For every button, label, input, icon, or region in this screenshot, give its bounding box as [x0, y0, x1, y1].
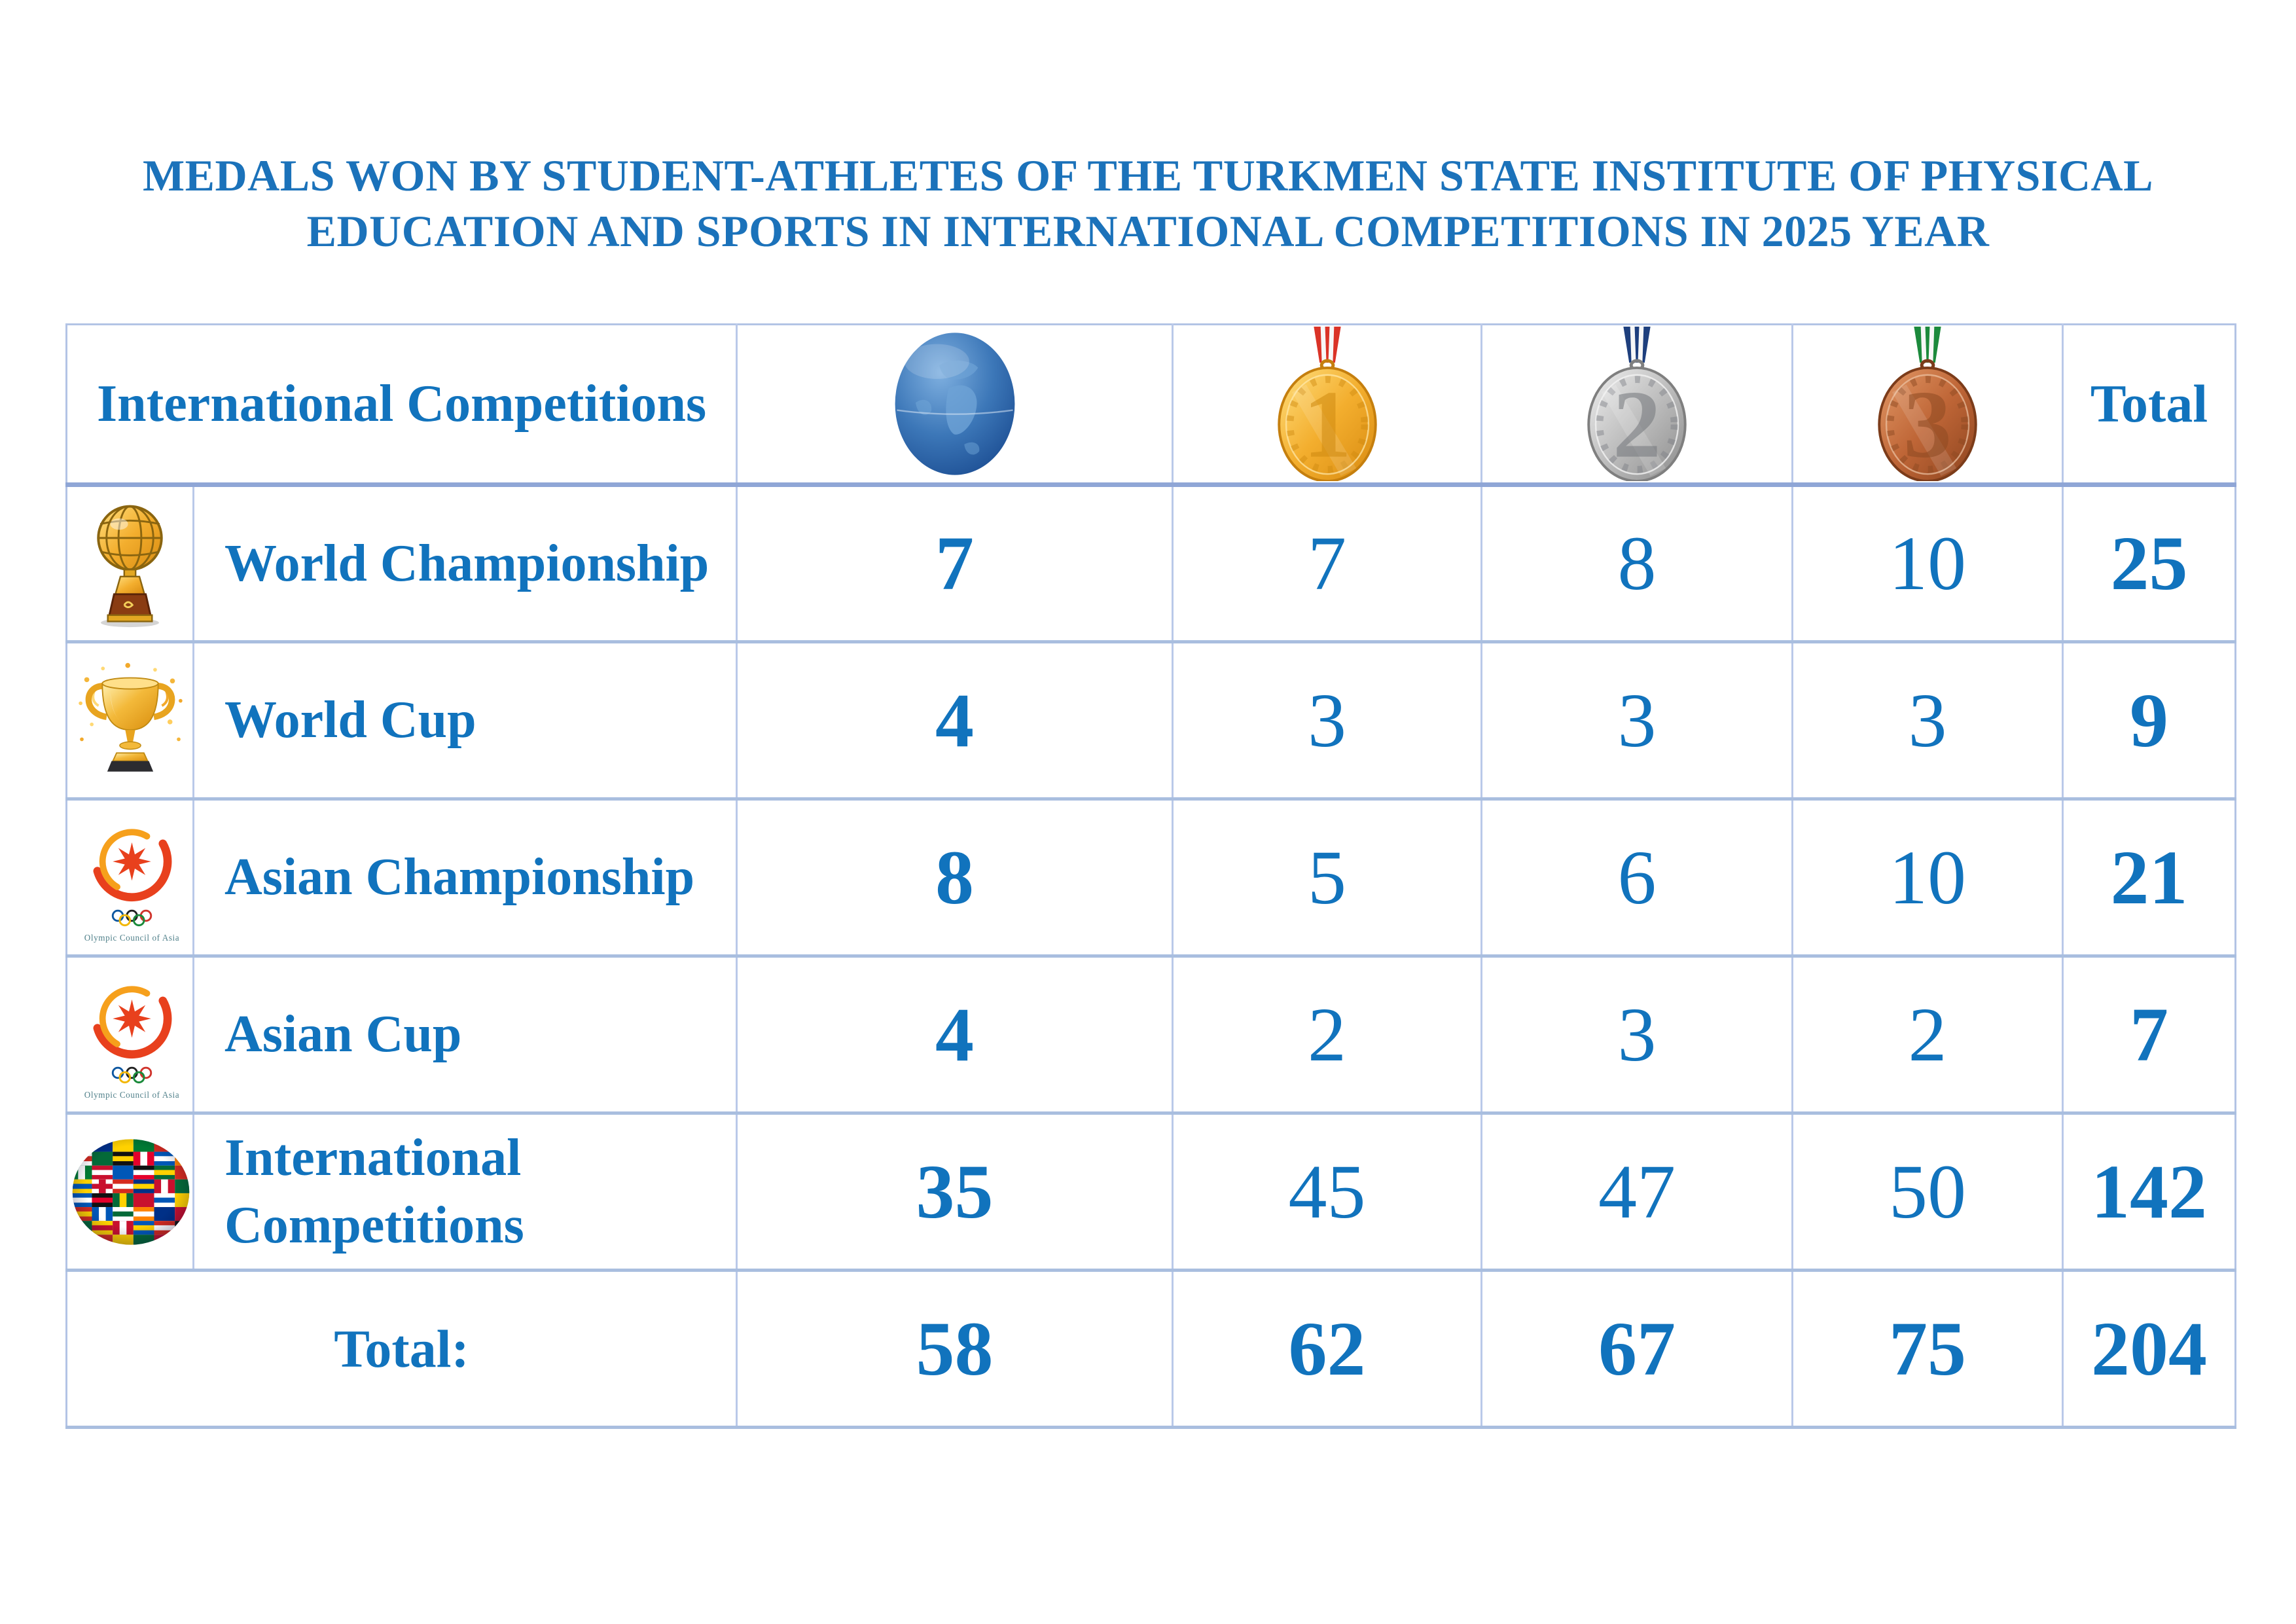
competitions-count-cell: 4 — [736, 641, 1174, 801]
silver-count-cell: 6 — [1481, 799, 1794, 958]
competitions-count-cell: 35 — [736, 1113, 1174, 1272]
total-count-cell: 7 — [2062, 956, 2236, 1115]
gold-total-cell: 62 — [1172, 1270, 1483, 1428]
silver-count-cell: 3 — [1481, 641, 1794, 801]
header-gold-cell: 1 — [1172, 324, 1483, 487]
header-total-cell: Total — [2062, 324, 2236, 487]
header-globe-cell — [736, 324, 1174, 487]
competitions-total-cell: 58 — [736, 1270, 1174, 1428]
asian-games-oca-logo-icon: Olympic Council of Asia — [68, 810, 192, 945]
gold-count-cell: 2 — [1172, 956, 1483, 1115]
total-count-cell: 142 — [2062, 1113, 2236, 1272]
oca-logo-text: Olympic Council of Asia — [84, 933, 179, 943]
row-icon-cell: Olympic Council of Asia — [66, 956, 194, 1115]
bronze-count-cell: 3 — [1792, 641, 2064, 801]
medals-table: International Competitions 1 — [65, 323, 2237, 1429]
header-bronze-cell: 3 — [1792, 324, 2064, 487]
row-label: International Competitions — [193, 1113, 738, 1272]
competitions-count-cell: 4 — [736, 956, 1174, 1115]
header-silver-cell: 2 — [1481, 324, 1794, 487]
flags-globe-icon — [68, 1135, 192, 1249]
header-competitions-label: International Competitions — [96, 375, 707, 433]
bronze-count-cell: 50 — [1792, 1113, 2064, 1272]
world-cup-trophy-icon — [68, 660, 192, 781]
bronze-count-cell: 10 — [1792, 799, 2064, 958]
asian-games-oca-logo-icon: Olympic Council of Asia — [68, 967, 192, 1102]
row-icon-cell: Olympic Council of Asia — [66, 799, 194, 958]
world-championship-trophy-icon — [68, 499, 192, 628]
row-label: Asian Championship — [193, 799, 738, 958]
gold-medal-rank: 1 — [1303, 371, 1352, 478]
bronze-medal-icon: 3 — [1794, 327, 2061, 481]
row-icon-cell — [66, 641, 194, 801]
header-row: International Competitions 1 — [66, 324, 2236, 487]
header-total-label: Total — [2090, 374, 2208, 433]
gold-count-cell: 5 — [1172, 799, 1483, 958]
gold-count-cell: 3 — [1172, 641, 1483, 801]
gold-count-cell: 7 — [1172, 484, 1483, 643]
totals-row: Total: 58 62 67 75 204 — [66, 1270, 2236, 1428]
bronze-total-cell: 75 — [1792, 1270, 2064, 1428]
row-world-cup: World Cup 4 3 3 3 9 — [66, 641, 2236, 801]
total-count-cell: 9 — [2062, 641, 2236, 801]
page-title: MEDALS WON BY STUDENT-ATHLETES OF THE TU… — [142, 151, 2154, 256]
total-count-cell: 25 — [2062, 484, 2236, 643]
competitions-count-cell: 7 — [736, 484, 1174, 643]
silver-count-cell: 8 — [1481, 484, 1794, 643]
globe-icon — [738, 328, 1171, 480]
row-label: World Championship — [193, 484, 738, 643]
header-competitions-cell: International Competitions — [66, 324, 738, 487]
bronze-count-cell: 2 — [1792, 956, 2064, 1115]
gold-medal-icon: 1 — [1174, 327, 1480, 481]
silver-medal-icon: 2 — [1483, 327, 1791, 481]
silver-count-cell: 47 — [1481, 1113, 1794, 1272]
oca-logo-text: Olympic Council of Asia — [84, 1090, 179, 1100]
bronze-count-cell: 10 — [1792, 484, 2064, 643]
total-count-cell: 21 — [2062, 799, 2236, 958]
row-international-competitions: International Competitions 35 45 47 50 1… — [66, 1113, 2236, 1272]
bronze-medal-rank: 3 — [1903, 371, 1952, 478]
silver-total-cell: 67 — [1481, 1270, 1794, 1428]
row-world-championship: World Championship 7 7 8 10 25 — [66, 484, 2236, 643]
competitions-count-cell: 8 — [736, 799, 1174, 958]
gold-count-cell: 45 — [1172, 1113, 1483, 1272]
grand-total-cell: 204 — [2091, 1305, 2208, 1392]
row-asian-cup: Olympic Council of Asia Asian Cup 4 2 3 … — [66, 956, 2236, 1115]
row-label: World Cup — [193, 641, 738, 801]
silver-medal-rank: 2 — [1613, 371, 1661, 478]
row-icon-cell — [66, 1113, 194, 1272]
row-asian-championship: Olympic Council of Asia Asian Championsh… — [66, 799, 2236, 958]
row-label: Asian Cup — [193, 956, 738, 1115]
row-icon-cell — [66, 484, 194, 643]
totals-label-cell: Total: — [66, 1270, 738, 1428]
silver-count-cell: 3 — [1481, 956, 1794, 1115]
